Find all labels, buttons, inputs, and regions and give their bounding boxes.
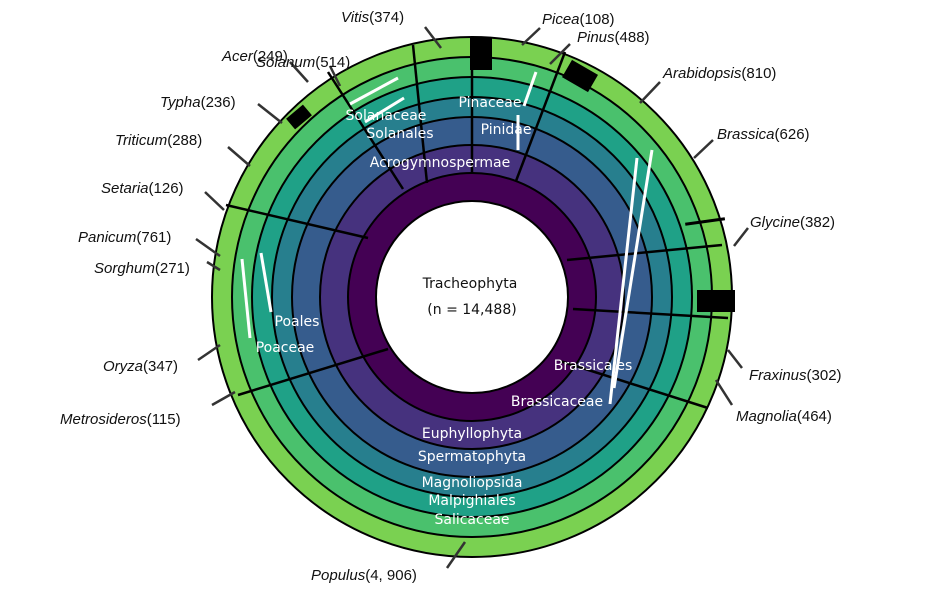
genus-label-triticum: Triticum(288) <box>115 132 202 149</box>
genus-labels: Vitis(374) Picea(108) Pinus(488) Arabido… <box>60 9 842 584</box>
leader-setaria <box>204 191 225 211</box>
connector-brassicales <box>612 149 654 389</box>
leader-pinus <box>549 43 571 65</box>
connector-brassicaceae <box>608 157 639 405</box>
connector-pinaceae <box>522 71 538 107</box>
leader-magnolia <box>714 379 734 406</box>
genus-label-arabidopsis: Arabidopsis(810) <box>662 65 776 82</box>
genus-label-acer: Acer(249) <box>221 48 288 65</box>
genus-label-vitis: Vitis(374) <box>341 9 404 26</box>
genus-label-fraxinus: Fraxinus(302) <box>749 367 842 384</box>
leader-brassica <box>693 139 714 159</box>
leader-metrosideros <box>211 390 236 407</box>
leader-vitis <box>424 26 442 49</box>
leader-populus <box>445 541 467 569</box>
ring-label-pinidae: Pinidae <box>481 122 532 138</box>
ring-label-solanales: Solanales <box>366 126 433 142</box>
ring-label-brassicaceae: Brassicaceae <box>511 394 603 410</box>
boundary-gymnosperm-right <box>514 51 567 182</box>
connector-poaceae <box>240 258 252 339</box>
leader-solanum <box>328 65 342 87</box>
genus-label-solanum: Solanum(514) <box>256 54 350 71</box>
ring-label-salicaceae: Salicaceae <box>434 512 509 528</box>
connector-poales <box>259 252 273 313</box>
genus-label-typha: Typha(236) <box>160 94 236 111</box>
genus-label-picea: Picea(108) <box>542 11 615 28</box>
leader-lines <box>195 26 749 569</box>
boundary-magnolia-lower <box>559 359 709 410</box>
genus-label-magnolia: Magnolia(464) <box>736 408 832 425</box>
ring-label-poales: Poales <box>275 314 320 330</box>
genus-label-metrosideros: Metrosideros(115) <box>60 411 181 428</box>
leader-fraxinus <box>727 349 743 369</box>
center-title: Tracheophyta <box>422 276 518 292</box>
slice-cluster-glycine-upper <box>685 217 726 226</box>
slice-cluster-pinaceae <box>470 38 492 70</box>
genus-label-oryza: Oryza(347) <box>103 358 178 375</box>
genus-label-glycine: Glycine(382) <box>750 214 835 231</box>
genus-label-pinus: Pinus(488) <box>577 29 650 46</box>
label-connectors <box>240 71 654 405</box>
ring-label-pinaceae: Pinaceae <box>459 95 522 111</box>
ring-labels: Euphyllophyta Spermatophyta Magnoliopsid… <box>256 95 633 528</box>
genus-label-brassica: Brassica(626) <box>717 126 810 143</box>
center-subtitle: (n = 14,488) <box>427 302 516 318</box>
leader-oryza <box>197 343 221 362</box>
ring-label-magnoliopsida: Magnoliopsida <box>422 475 523 491</box>
boundary-poales-top <box>225 203 369 240</box>
ring-label-malpighiales: Malpighiales <box>428 493 515 509</box>
ring-label-euphyllophyta: Euphyllophyta <box>422 426 522 442</box>
slice-cluster-pinus <box>562 59 598 93</box>
leader-picea <box>521 27 541 46</box>
center-hole <box>375 200 569 394</box>
ring-label-brassicales: Brassicales <box>554 358 633 374</box>
leader-acer <box>289 61 309 83</box>
small-slice-clusters <box>286 38 735 312</box>
ring-label-spermatophyta: Spermatophyta <box>418 449 526 465</box>
ring-bands <box>211 36 733 558</box>
slice-cluster-glycine <box>697 290 735 312</box>
genus-label-panicum: Panicum(761) <box>78 229 171 246</box>
leader-panicum <box>195 237 221 258</box>
genus-label-sorghum: Sorghum(271) <box>94 260 190 277</box>
leader-triticum <box>227 146 251 167</box>
boundary-glycine <box>566 243 723 262</box>
leader-arabidopsis <box>639 81 661 104</box>
leader-glycine <box>733 227 749 247</box>
leader-sorghum <box>206 260 221 272</box>
ring-label-acrogymnospermae: Acrogymnospermae <box>370 155 510 171</box>
genus-label-setaria: Setaria(126) <box>101 180 184 197</box>
ring-label-solanaceae: Solanaceae <box>346 108 427 124</box>
genus-label-populus: Populus(4, 906) <box>311 567 417 584</box>
boundary-vitis <box>411 44 429 184</box>
ring-label-poaceae: Poaceae <box>256 340 315 356</box>
leader-typha <box>257 103 283 124</box>
connector-solanaceae <box>349 76 399 106</box>
boundary-metrosideros <box>237 347 389 397</box>
boundary-solanales <box>326 71 405 190</box>
slice-cluster-typha <box>286 104 312 130</box>
connector-solanales <box>364 96 405 124</box>
boundary-fraxinus <box>572 307 729 320</box>
